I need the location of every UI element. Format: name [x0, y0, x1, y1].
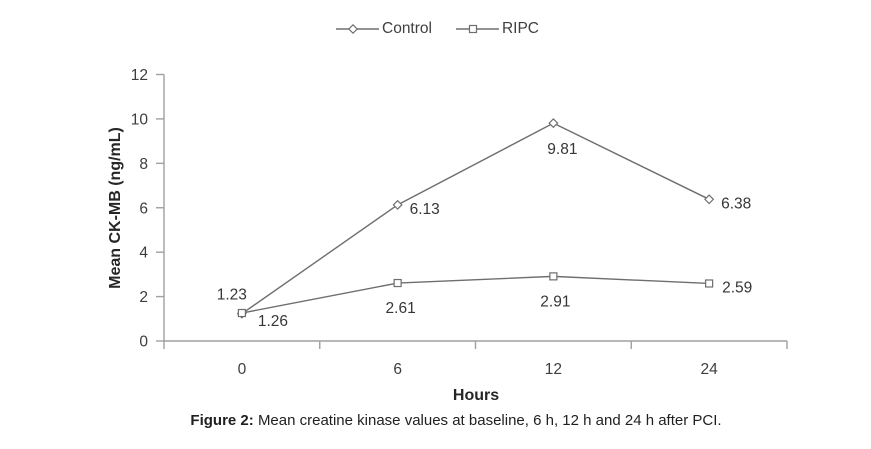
figure-caption-label: Figure 2:: [190, 412, 254, 429]
ripc-data-label-3: 2.59: [722, 279, 752, 296]
legend-label-ripc: RIPC: [501, 20, 540, 37]
control-series-line: [241, 122, 710, 315]
y-axis-tick-label-4: 8: [139, 156, 148, 173]
y-axis-tick-label-5: 10: [131, 111, 149, 128]
legend-item-control: Control: [336, 20, 432, 38]
ripc-data-label-2: 2.91: [540, 293, 570, 310]
ripc-data-label-0: 1.26: [258, 313, 288, 330]
legend-label-control: Control: [382, 20, 432, 37]
x-axis-tick-label-0: 0: [238, 361, 247, 378]
x-axis-tick-label-1: 6: [393, 361, 402, 378]
x-axis-tick-label-2: 12: [545, 361, 562, 378]
ripc-marker-0: [237, 308, 246, 318]
ripc-marker-3: [705, 279, 714, 288]
y-axis-title: Mean CK-MB (ng/mL): [107, 127, 124, 289]
chart-legend: Control RIPC: [336, 20, 539, 38]
control-marker-2: [548, 118, 559, 129]
legend-item-ripc: RIPC: [455, 20, 540, 38]
ripc-marker-2: [549, 272, 558, 281]
ripc-series-marker-icon: [455, 24, 499, 34]
y-axis-tick-label-1: 2: [139, 289, 148, 306]
control-marker-3: [704, 194, 715, 205]
y-axis-tick-label-6: 12: [131, 67, 148, 84]
control-data-label-3: 6.38: [721, 195, 751, 212]
ripc-data-label-1: 2.61: [386, 300, 416, 317]
y-axis-tick-label-0: 0: [139, 334, 148, 351]
y-axis-tick-label-2: 4: [139, 245, 148, 262]
control-marker-1: [392, 199, 403, 210]
ripc-series-line: [241, 275, 710, 314]
x-axis-title: Hours: [452, 387, 500, 404]
figure-caption-text: Mean creatine kinase values at baseline,…: [253, 412, 722, 429]
x-axis-tick-label-3: 24: [701, 361, 719, 378]
control-data-label-1: 6.13: [410, 201, 440, 218]
y-axis-tick-label-3: 6: [139, 200, 148, 217]
control-series-marker-icon: [336, 23, 379, 35]
figure-caption: Figure 2: Mean creatine kinase values at…: [190, 412, 721, 429]
control-data-label-2: 9.81: [547, 141, 577, 158]
control-data-label-0: 1.23: [217, 287, 247, 304]
ripc-marker-1: [393, 278, 402, 288]
